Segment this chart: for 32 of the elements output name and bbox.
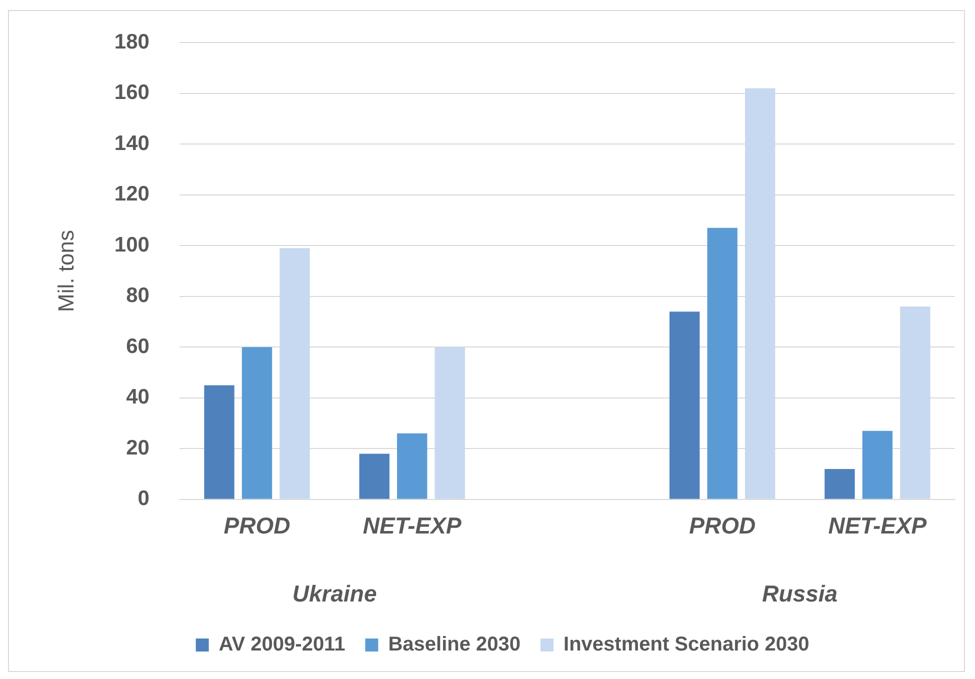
bar [669, 312, 700, 499]
bar [280, 248, 310, 499]
text: Ukraine [292, 580, 377, 606]
y-tick-label: 60 [126, 334, 150, 358]
legend-label: AV 2009-2011 [218, 634, 346, 656]
bar [744, 88, 776, 499]
y-tick-label: 40 [126, 386, 150, 409]
bar [204, 385, 234, 499]
x-tick-label: NET-EXP [828, 512, 928, 539]
y-tick-label: 180 [114, 30, 150, 54]
y-tick-label: 0 [138, 487, 150, 510]
y-axis-title: Mil. tons [53, 230, 78, 312]
legend-label: Baseline 2030 [388, 634, 521, 656]
y-tick-label: 160 [114, 81, 150, 104]
x-tick-label: PROD [689, 512, 756, 539]
bar [359, 454, 390, 499]
bar [434, 347, 465, 499]
y-tick-label: 20 [126, 436, 150, 460]
bar [862, 430, 893, 499]
text: Russia [762, 580, 838, 606]
y-tick-label: 80 [126, 284, 150, 308]
y-tick-label: 120 [114, 182, 150, 206]
bar [242, 347, 272, 499]
bar [900, 306, 930, 499]
bar [397, 433, 428, 499]
x-tick-label: PROD [224, 512, 290, 539]
bar [707, 228, 738, 499]
bar [824, 468, 855, 499]
x-tick-label: NET-EXP [362, 512, 462, 539]
y-tick-label: 140 [114, 132, 150, 155]
y-tick-label: 100 [114, 233, 150, 256]
legend-label: Investment Scenario 2030 [564, 634, 810, 656]
